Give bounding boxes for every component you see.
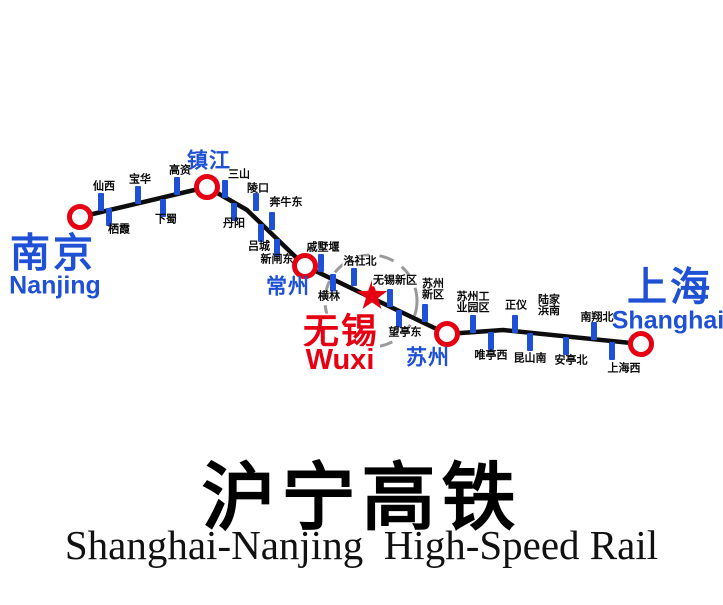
station-tick-xiashu (160, 199, 166, 217)
station-tick-shanghaixi (609, 342, 615, 360)
station-label-xiashu: 下蜀 (155, 213, 177, 226)
station-tick-danyang (231, 203, 237, 221)
station-label-qixia: 栖霞 (108, 223, 130, 236)
station-tick-henglin (330, 274, 336, 292)
station-tick-wuxixinqu (387, 289, 393, 307)
station-label-xinzhadong: 新闸东 (260, 253, 294, 266)
city-label-suzhou-zh: 苏州 (406, 346, 450, 370)
station-tick-xianxi (98, 193, 104, 211)
wuxi-star-icon (356, 280, 388, 309)
wuxi-region-dashed-circle (323, 253, 419, 349)
city-label-shanghai-en: Shanghai (611, 306, 723, 335)
station-tick-luoshebei (351, 268, 357, 286)
city-label-nanjing-en: Nanjing (9, 271, 101, 300)
station-label-kunshannan: 昆山南 (513, 352, 547, 365)
station-label-danyang: 丹阳 (223, 217, 245, 230)
station-label-zhengyi: 正仪 (505, 299, 527, 312)
station-label-gaozi: 高资 (169, 164, 191, 177)
station-label-baohua: 宝华 (129, 173, 151, 186)
station-label-suzhougongyeyuanqu: 苏州工 业园区 (456, 290, 490, 314)
wuxi-label-en: Wuxi (304, 344, 376, 377)
city-label-nanjing-zh: 南京 (10, 231, 96, 276)
city-circle-zhenjiang (194, 174, 220, 200)
map-title-zh: 沪宁高铁 (201, 456, 522, 539)
station-label-henglin: 横林 (317, 290, 341, 303)
station-label-benniudong: 奔牛东 (269, 196, 303, 209)
city-circle-shanghai (628, 331, 654, 357)
city-circle-nanjing (67, 204, 93, 230)
station-tick-xinzhadong (274, 239, 280, 257)
station-label-wuxixinqu: 无锡新区 (372, 274, 418, 287)
station-label-sanshan: 三山 (228, 168, 250, 181)
city-label-changzhou-zh: 常州 (266, 275, 310, 299)
station-label-nanxiangbei: 南翔北 (580, 311, 614, 324)
station-tick-gaozi (174, 177, 180, 195)
station-label-lingkou: 陵口 (247, 182, 269, 195)
station-tick-qishuyan (318, 254, 324, 272)
station-tick-suzhouxinqu (422, 304, 428, 322)
station-label-lvcheng: 吕城 (248, 240, 270, 253)
station-label-shanghaixi: 上海西 (607, 362, 641, 375)
station-tick-weitingxi (488, 332, 494, 350)
station-label-qishuyan: 戚墅堰 (306, 241, 340, 254)
station-label-antingbei: 安亭北 (554, 354, 588, 367)
city-label-shanghai-zh: 上海 (627, 265, 713, 310)
station-tick-suzhougongyeyuanqu (470, 315, 476, 333)
station-label-suzhouxinqu: 苏州 新区 (421, 277, 445, 302)
station-tick-qixia (106, 208, 112, 226)
city-label-zhenjiang-zh: 镇江 (187, 149, 231, 173)
station-tick-baohua (135, 186, 141, 204)
station-tick-kunshannan (527, 333, 533, 351)
station-label-weitingxi: 唯亭西 (474, 349, 508, 362)
station-tick-lvcheng (258, 224, 264, 242)
station-label-lujiabangnan: 陆家 浜南 (538, 293, 560, 317)
city-circle-suzhou (434, 321, 460, 347)
city-circle-changzhou (292, 253, 318, 279)
station-tick-zhengyi (512, 315, 518, 333)
station-tick-benniudong (269, 212, 275, 230)
station-tick-wangtingdong (396, 310, 402, 328)
station-label-wangtingdong: 望亭东 (387, 326, 423, 339)
map-title-en: Shanghai-Nanjing High-Speed Rail (64, 522, 659, 568)
station-label-xianxi: 仙西 (93, 180, 115, 193)
station-tick-nanxiangbei (591, 322, 597, 340)
station-tick-antingbei (563, 337, 569, 355)
station-tick-lingkou (253, 193, 259, 211)
station-tick-sanshan (222, 180, 228, 198)
station-label-luoshebei: 洛社北 (342, 255, 378, 268)
wuxi-label-zh: 无锡 (301, 310, 381, 352)
